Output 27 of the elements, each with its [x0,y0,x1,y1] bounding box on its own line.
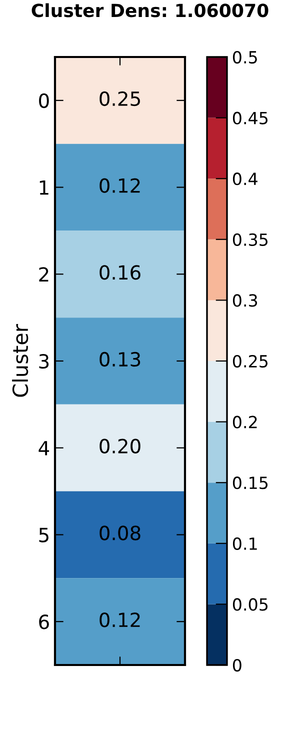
data-label: 0.25 [100,91,140,106]
data-label: 0.20 [100,438,140,454]
y-tick-label: 6 [39,614,49,630]
chart-title: Cluster Dens: 1.060070 [32,3,268,18]
data-label: 0.16 [100,265,140,280]
color-bar-label: 0.05 [232,598,268,611]
y-tick-label: 1 [40,180,48,195]
color-bar-label: 0.2 [232,416,257,428]
y-tick-label: 2 [39,267,48,282]
y-tick-label: 3 [39,354,49,369]
color-bar-label: 0.35 [232,233,268,246]
color-bar-label: 0.3 [232,294,258,307]
color-bar-label: 0.1 [232,537,257,550]
color-bar-label: 0.4 [232,172,258,186]
data-label: 0.08 [100,526,140,540]
y-tick-label: 4 [38,441,50,456]
data-label: 0.13 [100,352,140,367]
color-bar-label: 0.25 [232,354,268,368]
color-bar-label: 0.15 [232,476,268,490]
data-label: 0.12 [100,612,140,628]
color-bar-label: 0.5 [232,50,257,64]
data-label: 0.12 [100,178,140,193]
y-tick-label: 0 [39,93,49,108]
color-bar-label: 0.45 [232,112,268,124]
y-tick-label: 5 [39,528,48,542]
y-axis-title: Cluster [12,324,28,397]
color-bar-label: 0 [232,658,242,672]
